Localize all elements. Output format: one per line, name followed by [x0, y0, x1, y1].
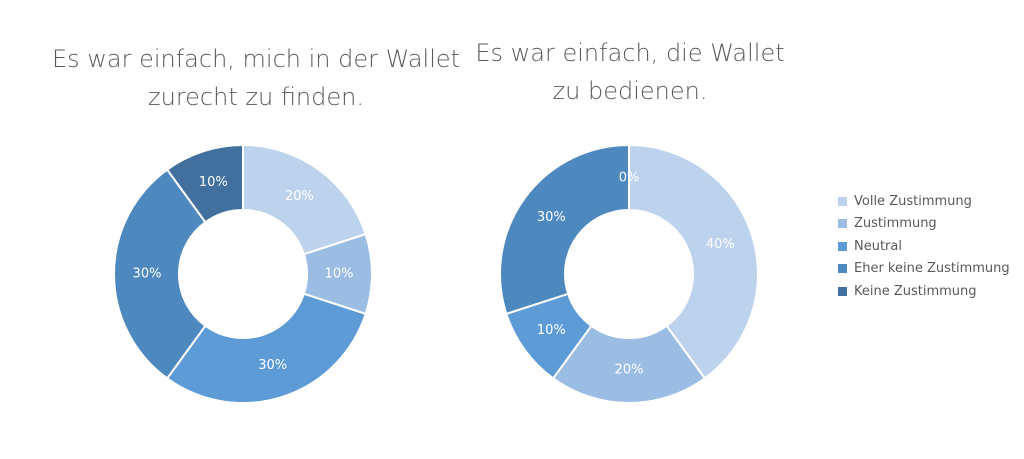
chart-2-title: Es war einfach, die Wallet zu bedienen.	[430, 34, 830, 110]
chart-2-slice-label: 20%	[615, 363, 644, 378]
chart-1-title-line-1: Es war einfach, mich in der Wallet	[51, 45, 461, 73]
chart-2-slice-label: 0%	[619, 171, 640, 186]
legend-item: Zustimmung	[838, 213, 1010, 236]
chart-2-title-line-2: zu bedienen.	[552, 77, 708, 105]
chart-2-slice-label: 10%	[537, 323, 566, 338]
chart-1-slice-label: 10%	[199, 175, 228, 190]
legend-label: Neutral	[854, 238, 902, 254]
chart-1-title-line-2: zurecht zu finden.	[148, 83, 364, 111]
chart-1-slice-label: 30%	[258, 358, 287, 373]
legend-label: Volle Zustimmung	[854, 193, 972, 209]
legend-item: Keine Zustimmung	[838, 280, 1010, 303]
legend-swatch	[838, 264, 847, 274]
legend-label: Eher keine Zustimmung	[854, 261, 1010, 277]
chart-2-slice	[499, 143, 630, 316]
chart-1-slice-label: 10%	[325, 267, 354, 282]
legend: Volle Zustimmung Zustimmung Neutral Eher…	[838, 190, 1010, 303]
chart-1-slice-label: 30%	[133, 267, 162, 282]
chart-1-slice	[165, 292, 367, 404]
chart-1-slice	[165, 143, 244, 224]
chart-2-slice-label: 40%	[706, 237, 735, 252]
legend-label: Zustimmung	[854, 216, 937, 232]
legend-swatch	[838, 219, 847, 229]
chart-2-slice	[551, 324, 707, 404]
legend-item: Eher keine Zustimmung	[838, 258, 1010, 281]
chart-1-slice-label: 20%	[285, 189, 314, 204]
legend-swatch	[838, 241, 847, 251]
chart-1-slice	[242, 143, 367, 256]
chart-2-title-line-1: Es war einfach, die Wallet	[475, 39, 785, 67]
legend-item: Neutral	[838, 235, 1010, 258]
legend-swatch	[838, 196, 847, 206]
chart-1-slice	[113, 168, 207, 380]
chart-2-slice	[628, 143, 759, 380]
chart-2-slice-label: 30%	[537, 210, 566, 225]
chart-1-title: Es war einfach, mich in der Wallet zurec…	[40, 40, 472, 116]
legend-item: Volle Zustimmung	[838, 190, 1010, 213]
legend-label: Keine Zustimmung	[854, 283, 977, 299]
legend-swatch	[838, 286, 847, 296]
